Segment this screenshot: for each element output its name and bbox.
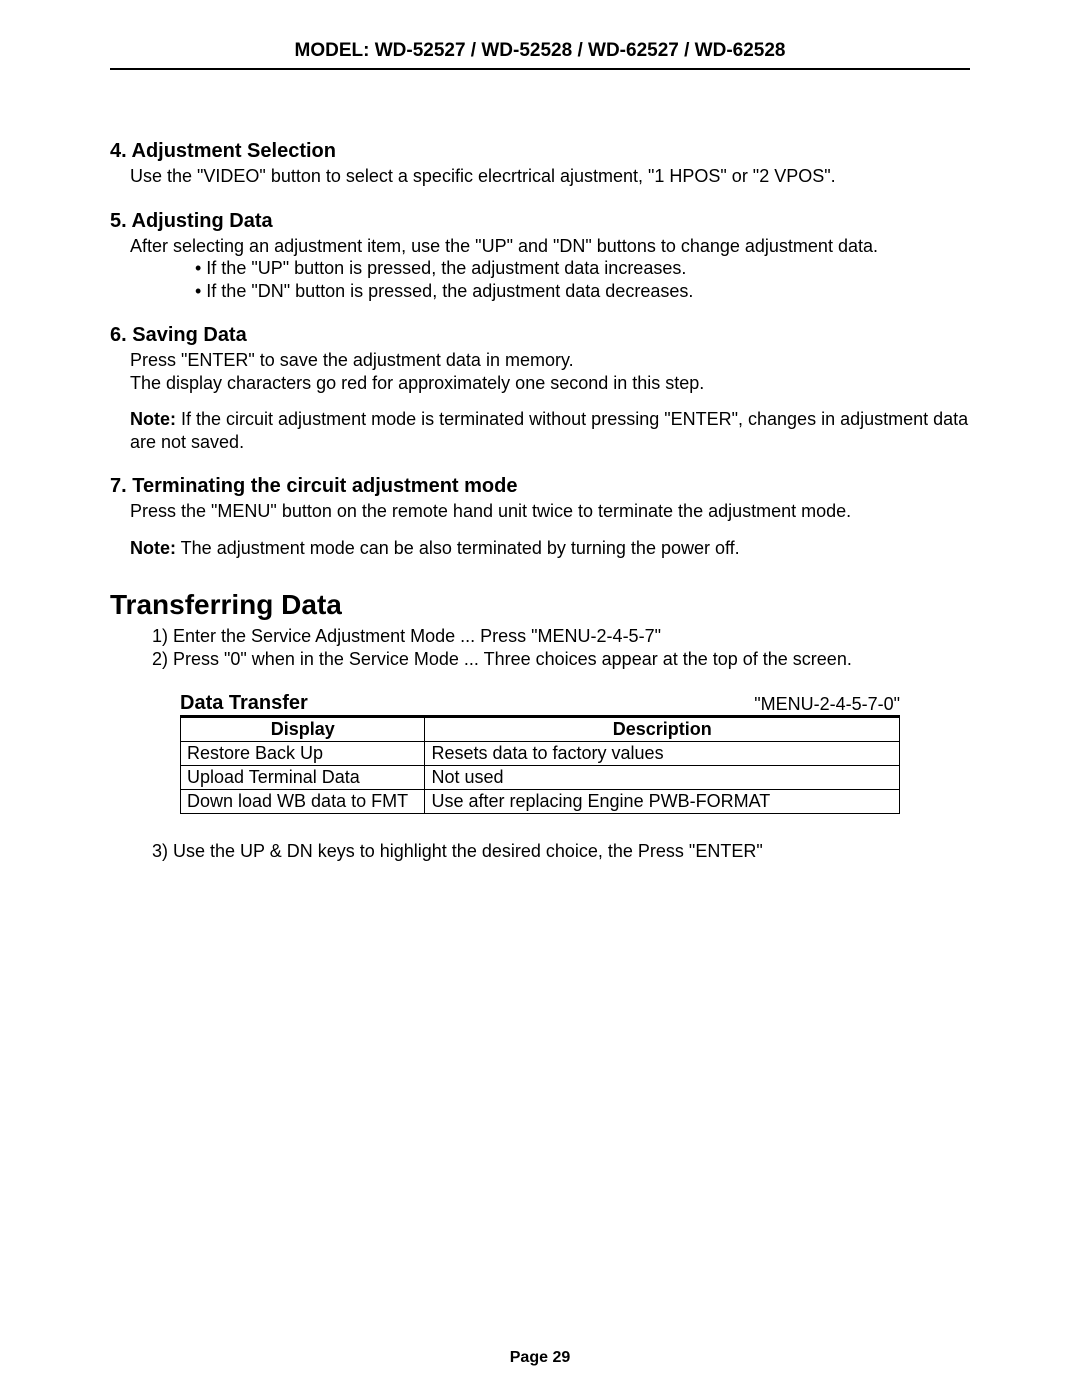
cell-description: Resets data to factory values xyxy=(425,742,900,766)
note-label: Note: xyxy=(130,409,176,429)
body-adjusting-data: After selecting an adjustment item, use … xyxy=(130,235,970,258)
col-display: Display xyxy=(181,717,425,742)
heading-adjustment-selection: 4. Adjustment Selection xyxy=(110,140,970,163)
data-transfer-table: Display Description Restore Back Up Rese… xyxy=(180,715,900,814)
heading-transferring-data: Transferring Data xyxy=(110,589,970,621)
cell-display: Restore Back Up xyxy=(181,742,425,766)
note-terminating-mode: Note: The adjustment mode can be also te… xyxy=(130,537,970,560)
transfer-step-2: 2) Press "0" when in the Service Mode ..… xyxy=(152,648,970,671)
transfer-step-1: 1) Enter the Service Adjustment Mode ...… xyxy=(152,625,970,648)
note-label: Note: xyxy=(130,538,176,558)
data-transfer-header-row: Data Transfer "MENU-2-4-5-7-0" xyxy=(180,692,900,715)
cell-display: Down load WB data to FMT xyxy=(181,790,425,814)
transfer-step-3: 3) Use the UP & DN keys to highlight the… xyxy=(152,840,970,863)
page-number: Page 29 xyxy=(0,1349,1080,1367)
table-row: Down load WB data to FMT Use after repla… xyxy=(181,790,900,814)
cell-display: Upload Terminal Data xyxy=(181,766,425,790)
table-row: Restore Back Up Resets data to factory v… xyxy=(181,742,900,766)
body-saving-data-1: Press "ENTER" to save the adjustment dat… xyxy=(130,349,970,372)
heading-saving-data: 6. Saving Data xyxy=(110,324,970,347)
note-text: The adjustment mode can be also terminat… xyxy=(176,538,740,558)
model-header: MODEL: WD-52527 / WD-52528 / WD-62527 / … xyxy=(110,40,970,70)
data-transfer-code: "MENU-2-4-5-7-0" xyxy=(754,694,900,715)
table-header-row: Display Description xyxy=(181,717,900,742)
bullet-up: • If the "UP" button is pressed, the adj… xyxy=(195,257,970,280)
body-saving-data-2: The display characters go red for approx… xyxy=(130,372,970,395)
note-saving-data: Note: If the circuit adjustment mode is … xyxy=(130,408,970,453)
table-row: Upload Terminal Data Not used xyxy=(181,766,900,790)
heading-adjusting-data: 5. Adjusting Data xyxy=(110,210,970,233)
data-transfer-title: Data Transfer xyxy=(180,692,308,715)
cell-description: Use after replacing Engine PWB-FORMAT xyxy=(425,790,900,814)
service-manual-page: MODEL: WD-52527 / WD-52528 / WD-62527 / … xyxy=(0,0,1080,1397)
body-adjustment-selection: Use the "VIDEO" button to select a speci… xyxy=(130,165,970,188)
bullet-dn: • If the "DN" button is pressed, the adj… xyxy=(195,280,970,303)
heading-terminating-mode: 7. Terminating the circuit adjustment mo… xyxy=(110,475,970,498)
col-description: Description xyxy=(425,717,900,742)
note-text: If the circuit adjustment mode is termin… xyxy=(130,409,968,452)
cell-description: Not used xyxy=(425,766,900,790)
body-terminating-mode: Press the "MENU" button on the remote ha… xyxy=(130,500,970,523)
